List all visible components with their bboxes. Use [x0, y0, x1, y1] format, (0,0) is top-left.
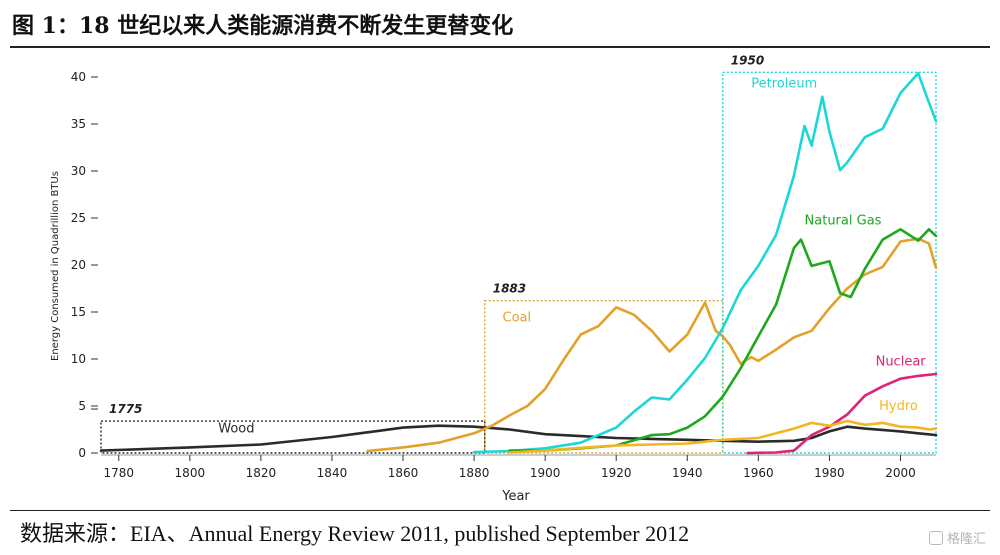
- series-label: Coal: [503, 310, 532, 325]
- x-tick-label: 1920: [601, 466, 632, 480]
- era-year-label: 1883: [493, 282, 526, 296]
- series-label: Petroleum: [751, 76, 817, 91]
- x-tick-label: 1940: [672, 466, 703, 480]
- era-boxes: 1775 1883 1950: [91, 53, 937, 454]
- era-year-label: 1950: [731, 53, 764, 67]
- y-tick-label: 30: [71, 164, 86, 178]
- x-tick-label: 1780: [103, 466, 134, 480]
- source-note: 数据来源：EIA、Annual Energy Review 2011, publ…: [20, 521, 690, 546]
- x-tick-label: 1980: [814, 466, 845, 480]
- x-tick-label: 1960: [743, 466, 774, 480]
- y-tick-label: 10: [71, 352, 86, 366]
- x-tick-label: 1880: [459, 466, 490, 480]
- era-year-label: 1775: [109, 402, 142, 416]
- watermark-logo-icon: [928, 530, 943, 545]
- y-tick-label: 25: [71, 211, 86, 225]
- y-tick-label: 0: [78, 446, 86, 460]
- series-label: Nuclear: [876, 355, 927, 370]
- chart-axes: 1780 1800 1820 1840 1860 1880 1900 1920 1940 1960…: [71, 70, 936, 480]
- y-axis-label: Energy Consumed in Quadrillion BTUs: [50, 171, 61, 361]
- x-tick-label: 1860: [388, 466, 419, 480]
- x-tick-label: 1800: [175, 466, 206, 480]
- series-line-wood: [99, 424, 938, 452]
- series-line-natural-gas: [508, 228, 938, 452]
- energy-consumption-chart: 1780 1800 1820 1840 1860 1880 1900 1920 1940 1960…: [50, 53, 938, 504]
- series-line-hydro: [508, 419, 938, 454]
- watermark-text: 格隆汇: [946, 532, 986, 547]
- series-lines: [99, 71, 938, 455]
- source-rule: [10, 510, 990, 511]
- series-line-coal: [366, 237, 938, 453]
- y-tick-label: 35: [71, 117, 86, 131]
- y-tick-label: 20: [71, 258, 86, 272]
- series-labels: Wood Coal Petroleum Natural Gas Nuclear Hydro: [218, 76, 926, 436]
- series-label: Hydro: [879, 399, 918, 414]
- series-line-nuclear: [746, 372, 938, 455]
- x-tick-label: 1900: [530, 466, 561, 480]
- title-rule: [10, 46, 990, 48]
- series-label: Wood: [218, 421, 254, 436]
- y-tick-label: 15: [71, 305, 86, 319]
- y-tick-label: 5: [78, 399, 86, 413]
- series-line-petroleum: [472, 71, 938, 454]
- x-tick-label: 1840: [317, 466, 348, 480]
- x-axis-label: Year: [501, 489, 530, 504]
- era-box-1950: [722, 71, 937, 454]
- y-tick-label: 40: [71, 70, 86, 84]
- era-box-1883: [484, 300, 724, 454]
- series-label: Natural Gas: [805, 214, 882, 229]
- watermark: 格隆汇: [928, 528, 986, 547]
- x-tick-label: 2000: [885, 466, 916, 480]
- x-tick-label: 1820: [246, 466, 277, 480]
- figure-title: 图 1：18 世纪以来人类能源消费不断发生更替变化: [12, 13, 514, 39]
